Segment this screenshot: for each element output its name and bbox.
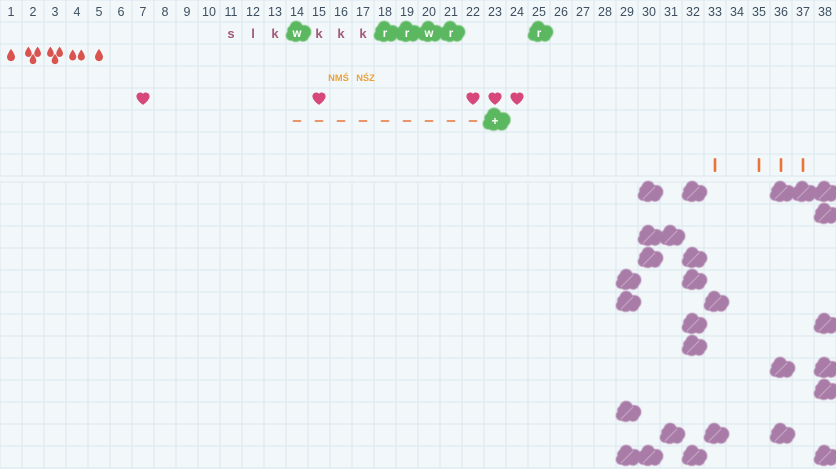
- svg-text:10: 10: [202, 5, 216, 19]
- svg-text:33: 33: [708, 5, 722, 19]
- svg-text:w: w: [292, 28, 302, 40]
- svg-text:21: 21: [444, 5, 458, 19]
- svg-text:36: 36: [774, 5, 788, 19]
- svg-text:+: +: [492, 116, 499, 128]
- svg-text:6: 6: [118, 5, 125, 19]
- svg-text:38: 38: [818, 5, 832, 19]
- svg-text:8: 8: [162, 5, 169, 19]
- svg-text:r: r: [537, 28, 542, 40]
- svg-text:15: 15: [312, 5, 326, 19]
- svg-text:31: 31: [664, 5, 678, 19]
- svg-text:3: 3: [52, 5, 59, 19]
- svg-text:w: w: [424, 28, 434, 40]
- svg-text:12: 12: [246, 5, 260, 19]
- svg-text:37: 37: [796, 5, 810, 19]
- svg-text:14: 14: [290, 5, 304, 19]
- svg-text:24: 24: [510, 5, 524, 19]
- svg-text:29: 29: [620, 5, 634, 19]
- svg-text:5: 5: [96, 5, 103, 19]
- svg-text:26: 26: [554, 5, 568, 19]
- svg-text:16: 16: [334, 5, 348, 19]
- svg-text:2: 2: [30, 5, 37, 19]
- svg-text:r: r: [383, 28, 388, 40]
- svg-text:18: 18: [378, 5, 392, 19]
- svg-text:34: 34: [730, 5, 744, 19]
- svg-text:9: 9: [184, 5, 191, 19]
- svg-text:23: 23: [488, 5, 502, 19]
- svg-text:r: r: [449, 28, 454, 40]
- svg-text:35: 35: [752, 5, 766, 19]
- svg-text:s: s: [227, 26, 234, 41]
- svg-text:l: l: [251, 26, 255, 41]
- svg-text:22: 22: [466, 5, 480, 19]
- svg-text:17: 17: [356, 5, 370, 19]
- svg-text:30: 30: [642, 5, 656, 19]
- svg-text:r: r: [405, 28, 410, 40]
- svg-text:13: 13: [268, 5, 282, 19]
- svg-text:4: 4: [74, 5, 81, 19]
- svg-text:k: k: [359, 26, 367, 41]
- svg-text:11: 11: [225, 5, 238, 19]
- svg-text:NMŚ: NMŚ: [328, 72, 349, 83]
- svg-text:7: 7: [140, 5, 147, 19]
- svg-text:32: 32: [686, 5, 700, 19]
- svg-text:25: 25: [532, 5, 546, 19]
- svg-text:28: 28: [598, 5, 612, 19]
- svg-text:1: 1: [8, 5, 15, 19]
- svg-text:19: 19: [400, 5, 414, 19]
- svg-text:k: k: [271, 26, 279, 41]
- svg-text:k: k: [337, 26, 345, 41]
- svg-text:20: 20: [422, 5, 436, 19]
- svg-text:27: 27: [576, 5, 590, 19]
- svg-text:k: k: [315, 26, 323, 41]
- svg-text:NŚZ: NŚZ: [356, 72, 375, 83]
